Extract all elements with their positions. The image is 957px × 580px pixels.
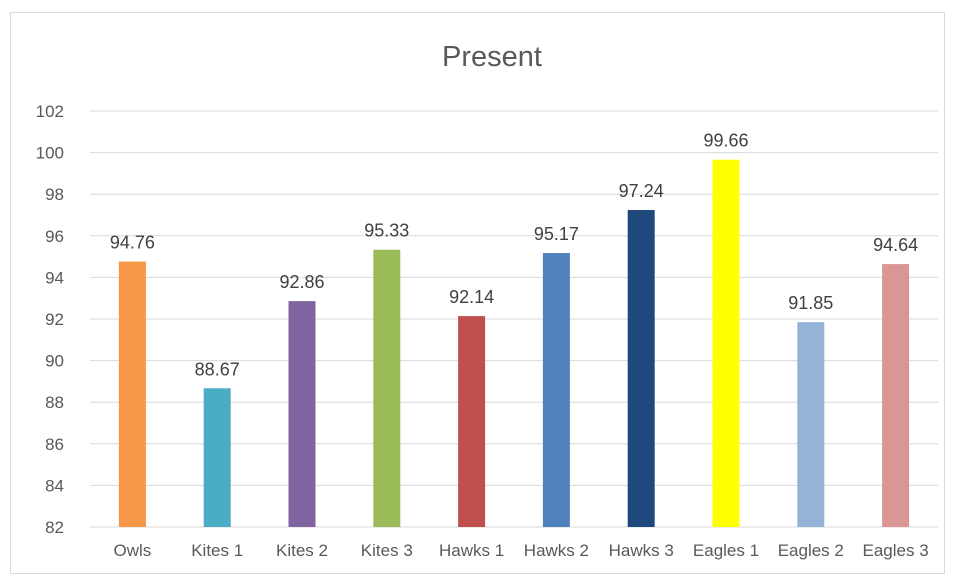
bar — [373, 249, 401, 527]
bar — [288, 301, 316, 527]
bar — [797, 322, 825, 527]
data-label: 94.64 — [873, 235, 918, 255]
y-tick-label: 100 — [36, 144, 64, 163]
data-label: 97.24 — [619, 181, 664, 201]
bar — [627, 210, 655, 527]
y-tick-label: 88 — [45, 393, 64, 412]
bar — [882, 264, 910, 527]
y-tick-label: 96 — [45, 227, 64, 246]
y-tick-label: 94 — [45, 268, 64, 287]
data-label: 94.76 — [110, 233, 155, 253]
data-label: 92.86 — [279, 272, 324, 292]
data-label: 92.14 — [449, 287, 494, 307]
data-label: 99.66 — [703, 131, 748, 151]
x-tick-label: Hawks 2 — [524, 541, 589, 560]
data-labels: 94.76 88.67 92.86 95.33 92.14 95.17 97.24 99.66… — [110, 131, 918, 380]
y-tick-label: 84 — [45, 476, 64, 495]
x-tick-label: Kites 3 — [361, 541, 413, 560]
x-tick-label: Eagles 2 — [778, 541, 844, 560]
bars — [118, 159, 910, 527]
data-label: 95.17 — [534, 224, 579, 244]
bar — [712, 159, 740, 527]
y-tick-label: 90 — [45, 352, 64, 371]
gridlines — [90, 110, 938, 528]
bar — [118, 261, 146, 527]
data-label: 88.67 — [195, 359, 240, 379]
x-tick-label: Kites 1 — [191, 541, 243, 560]
y-tick-label: 98 — [45, 185, 64, 204]
y-tick-label: 86 — [45, 435, 64, 454]
bar — [458, 316, 486, 527]
x-tick-label: Eagles 3 — [863, 541, 929, 560]
chart-title: Present — [442, 41, 542, 73]
x-tick-label: Eagles 1 — [693, 541, 759, 560]
bar — [203, 388, 231, 527]
x-tick-label: Owls — [114, 541, 152, 560]
data-label: 91.85 — [788, 293, 833, 313]
data-label: 95.33 — [364, 221, 409, 241]
x-tick-label: Kites 2 — [276, 541, 328, 560]
y-axis-ticks: 82 84 86 88 90 92 94 96 98 100 102 — [36, 102, 64, 537]
y-tick-label: 92 — [45, 310, 64, 329]
x-tick-label: Hawks 1 — [439, 541, 504, 560]
bar — [542, 253, 570, 527]
y-tick-label: 82 — [45, 518, 64, 537]
x-axis-ticks: Owls Kites 1 Kites 2 Kites 3 Hawks 1 Hawks 2 H… — [114, 541, 929, 560]
y-tick-label: 102 — [36, 102, 64, 121]
x-tick-label: Hawks 3 — [609, 541, 674, 560]
